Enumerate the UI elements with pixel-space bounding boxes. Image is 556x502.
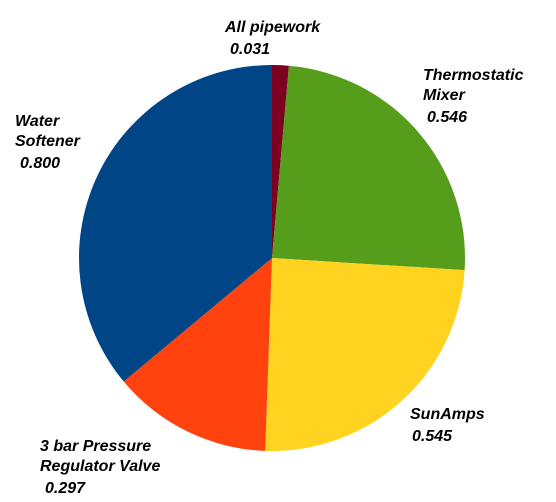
pie-slice xyxy=(272,65,465,271)
slice-label: Water Softener xyxy=(15,113,80,150)
value-label: 0.800 xyxy=(20,155,61,172)
value-label: 0.545 xyxy=(412,428,453,445)
pie-slice xyxy=(79,65,272,382)
value-label: 0.031 xyxy=(230,41,271,58)
slice-label: All pipework xyxy=(225,19,321,36)
value-label: 0.297 xyxy=(45,480,86,497)
slice-label: Thermostatic Mixer xyxy=(423,67,524,104)
pie-slice xyxy=(272,65,289,258)
slice-label: SunAmps xyxy=(410,406,485,423)
pie-slice xyxy=(265,258,465,451)
pie-slice xyxy=(123,258,272,451)
value-label: 0.546 xyxy=(427,109,468,126)
slice-label: 3 bar Pressure Regulator Valve xyxy=(40,438,161,475)
